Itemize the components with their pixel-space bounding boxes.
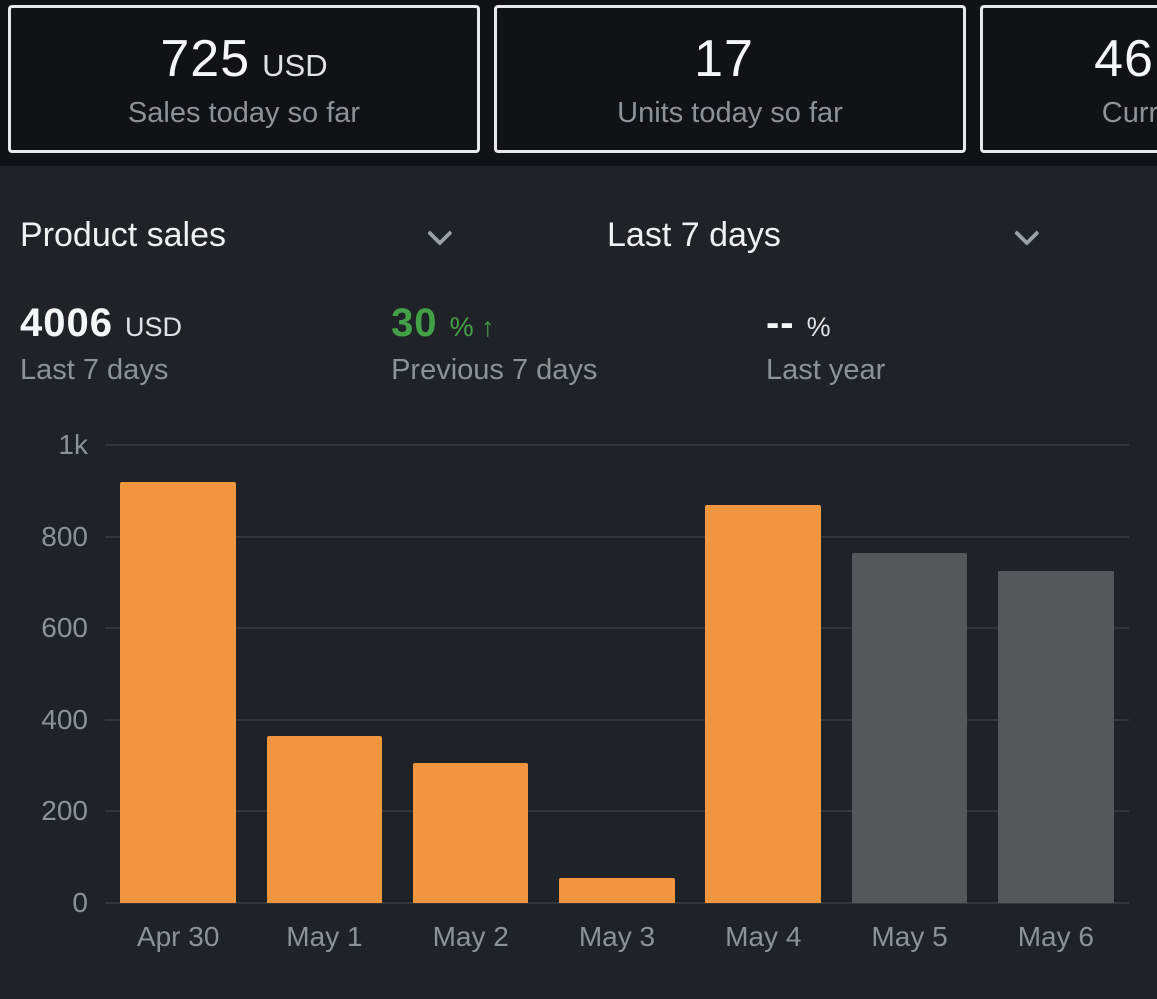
y-tick-label: 400	[41, 703, 88, 735]
stat-value: 46	[1094, 29, 1154, 88]
stat-card-sales-today[interactable]: 725 USD Sales today so far	[8, 5, 480, 153]
summary-label: Last 7 days	[20, 354, 169, 386]
bar-may-6[interactable]	[998, 570, 1114, 903]
summary-value: 4006	[20, 301, 113, 345]
bar-may-5[interactable]	[851, 552, 968, 903]
x-tick-label: May 3	[578, 921, 656, 952]
chart-bars	[105, 445, 1129, 903]
summary-previous-period: 30 % ↑ Previous 7 days	[391, 301, 766, 387]
chart-x-axis: Apr 30 May 1 May 2 May 3 May 4 May 5 May 6	[105, 921, 1129, 953]
report-section: Product sales Last 7 days 4006 USD Last …	[0, 166, 1157, 953]
stat-value-row: 46	[1094, 29, 1157, 89]
stat-cards-row: 725 USD Sales today so far 17 Units toda…	[0, 0, 1157, 166]
y-tick-label: 0	[72, 887, 88, 918]
bar-slot	[105, 445, 251, 903]
chart-y-axis: 0 200 400 600 800 1k	[0, 431, 88, 917]
summary-value: --	[765, 301, 795, 345]
y-tick-label: 600	[41, 612, 88, 644]
gridline	[105, 902, 1129, 904]
date-range-dropdown-label: Last 7 days	[607, 216, 781, 254]
bar-slot	[690, 445, 836, 903]
bar-may-2[interactable]	[412, 763, 529, 903]
x-tick-label: May 1	[286, 921, 363, 952]
gridline	[105, 536, 1129, 538]
y-tick-label: 800	[41, 520, 88, 552]
gridline	[105, 719, 1129, 721]
analytics-dashboard: 725 USD Sales today so far 17 Units toda…	[0, 0, 1157, 953]
bar-slot	[251, 445, 397, 903]
chart-plot	[105, 444, 1129, 904]
summary-value-row: -- %	[766, 301, 1137, 346]
filter-row: Product sales Last 7 days	[0, 166, 1157, 255]
bar-may-4[interactable]	[705, 504, 822, 903]
stat-label: Units today so far	[617, 96, 843, 129]
stat-unit: USD	[262, 47, 328, 83]
gridline	[105, 810, 1129, 812]
x-tick-label: Apr 30	[136, 921, 220, 952]
x-tick-label: May 2	[432, 921, 509, 952]
y-tick-label: 200	[41, 795, 88, 827]
metric-dropdown[interactable]: Product sales	[20, 216, 460, 255]
metric-dropdown-label: Product sales	[20, 216, 226, 254]
stat-value: 725	[160, 29, 251, 88]
product-sales-bar-chart: 0 200 400 600 800 1k Apr 30 May 1 May 2 May 3 May…	[0, 431, 1157, 953]
date-range-dropdown[interactable]: Last 7 days	[607, 216, 1047, 255]
x-tick-label: May 5	[871, 921, 948, 952]
summary-current-period: 4006 USD Last 7 days	[20, 301, 391, 387]
summary-value: 30	[391, 301, 438, 345]
gridline	[105, 444, 1129, 446]
summary-last-year: -- % Last year	[766, 301, 1137, 387]
summary-label: Previous 7 days	[391, 354, 598, 386]
stat-card-third-clipped[interactable]: 46 Curr	[980, 5, 1157, 153]
summary-value-row: 4006 USD	[20, 301, 391, 346]
bar-slot	[398, 445, 544, 903]
bar-slot	[983, 445, 1129, 903]
bar-may-3[interactable]	[559, 877, 675, 903]
summary-unit: USD	[124, 312, 182, 342]
summary-row: 4006 USD Last 7 days 30 % ↑ Previous 7 d…	[0, 255, 1157, 387]
chevron-down-icon	[427, 219, 453, 246]
bar-apr-30[interactable]	[120, 481, 236, 903]
stat-value-row: 725 USD	[160, 29, 327, 89]
stat-card-units-today[interactable]: 17 Units today so far	[494, 5, 966, 153]
chevron-down-icon	[1014, 219, 1040, 246]
x-tick-label: May 6	[1017, 921, 1094, 952]
summary-value-row: 30 % ↑	[391, 301, 766, 346]
x-tick-label: May 4	[725, 921, 802, 952]
summary-unit: %	[806, 312, 831, 342]
stat-value-row: 17	[694, 29, 766, 89]
bar-may-1[interactable]	[266, 735, 383, 903]
stat-label: Sales today so far	[127, 96, 361, 129]
percent-up-indicator: % ↑	[449, 312, 495, 342]
stat-label: Curr	[1101, 96, 1157, 129]
y-tick-label: 1k	[58, 429, 88, 460]
gridline	[105, 627, 1129, 629]
bar-slot	[544, 445, 690, 903]
summary-label: Last year	[765, 354, 886, 386]
stat-value: 17	[694, 29, 754, 88]
bar-slot	[836, 445, 982, 903]
